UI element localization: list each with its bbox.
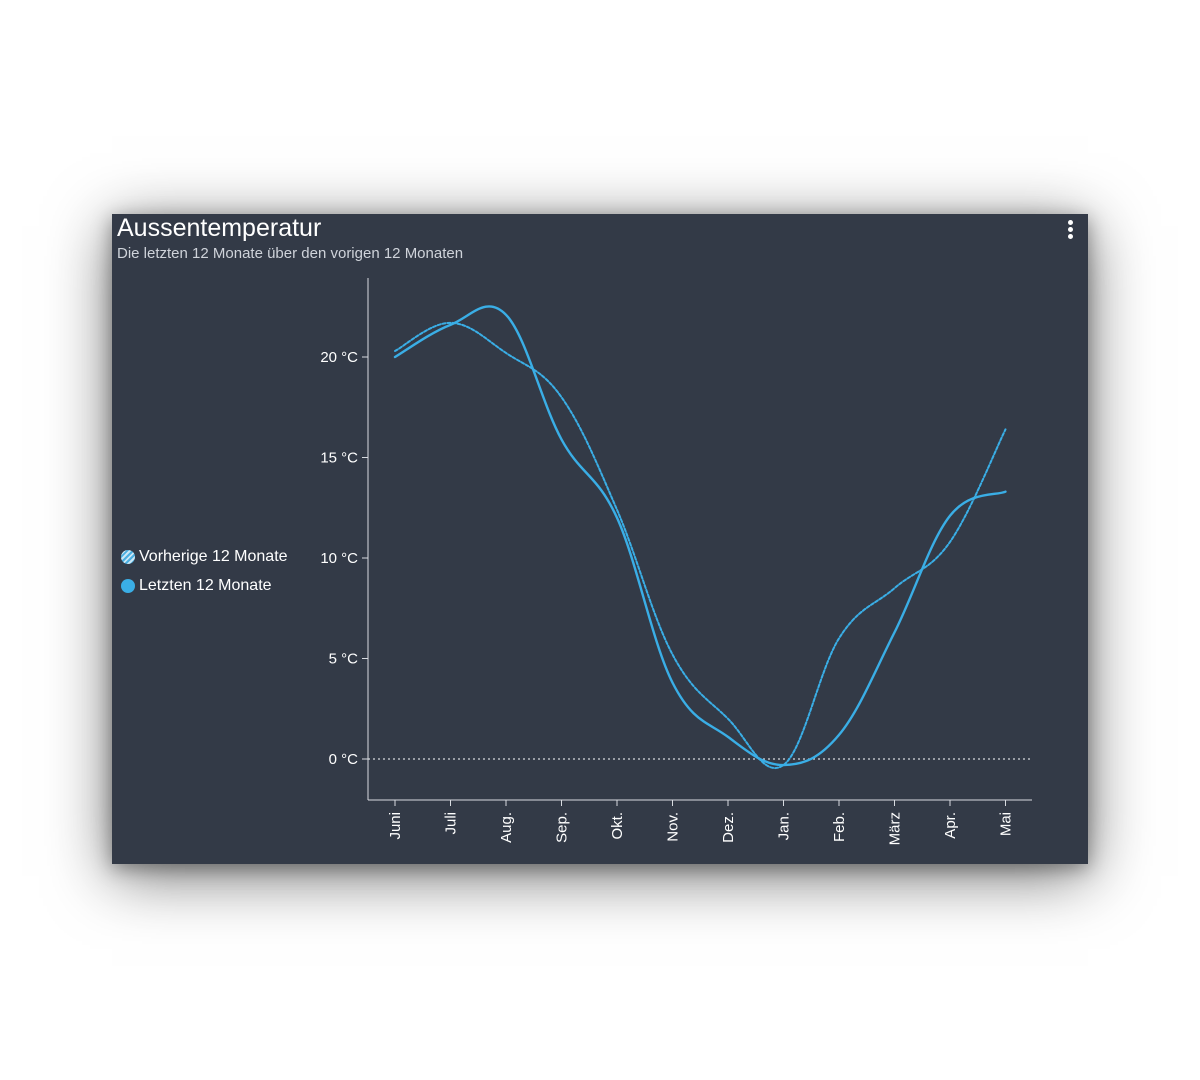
line-chart: 0 °C 5 °C 10 °C 15 °C 20 °C Juni Juli Aug. Sep. O… xyxy=(320,278,1032,845)
x-tick-label: Jan. xyxy=(776,812,793,840)
x-tick-label: März xyxy=(887,812,904,845)
menu-dot xyxy=(1067,234,1073,239)
chart-card: Aussentemperatur Die letzten 12 Monate ü… xyxy=(112,214,1088,864)
card-title: Aussentemperatur xyxy=(117,214,322,242)
y-tick-label: 5 °C xyxy=(329,651,359,668)
more-vertical-icon[interactable] xyxy=(1062,220,1078,244)
legend-label: Letzten 12 Monate xyxy=(139,576,272,594)
x-tick-label: Nov. xyxy=(665,812,682,842)
x-tick-label: Mai xyxy=(998,812,1015,836)
legend-item-previous[interactable]: Vorherige 12 Monate xyxy=(121,542,288,571)
chart-legend: Vorherige 12 Monate Letzten 12 Monate xyxy=(121,542,288,600)
x-tick-label: Okt. xyxy=(609,812,626,840)
x-tick-label: Aug. xyxy=(498,812,515,843)
menu-dot xyxy=(1067,220,1073,225)
x-tick-label: Juli xyxy=(443,812,460,835)
legend-swatch-solid xyxy=(121,578,135,593)
series-line-current xyxy=(393,305,1007,767)
y-tick-label: 0 °C xyxy=(329,751,359,768)
x-tick-label: Apr. xyxy=(942,812,959,839)
legend-label: Vorherige 12 Monate xyxy=(139,547,288,565)
series-line-previous xyxy=(394,321,1007,769)
legend-item-current[interactable]: Letzten 12 Monate xyxy=(121,571,288,600)
menu-dot xyxy=(1067,227,1073,232)
x-tick-label: Sep. xyxy=(554,812,571,843)
card-subtitle: Die letzten 12 Monate über den vorigen 1… xyxy=(117,245,464,262)
x-tick-label: Feb. xyxy=(831,812,848,842)
y-tick-label: 10 °C xyxy=(320,550,358,567)
x-tick-label: Juni xyxy=(387,812,404,840)
y-tick-label: 20 °C xyxy=(320,349,358,366)
legend-swatch-hatched xyxy=(121,549,135,564)
x-tick-label: Dez. xyxy=(720,812,737,843)
y-tick-label: 15 °C xyxy=(320,450,358,467)
